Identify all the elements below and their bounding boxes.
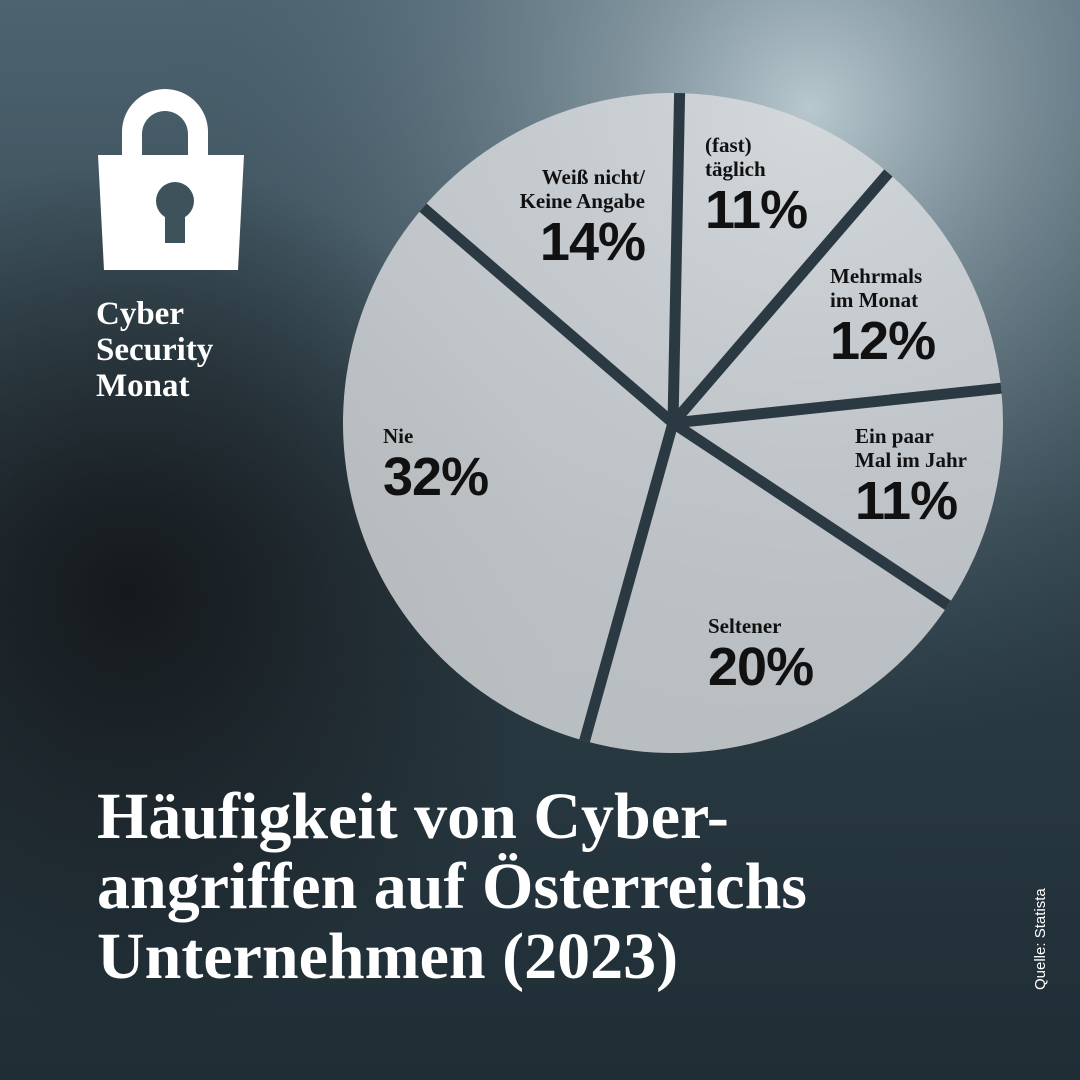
pie-slice xyxy=(343,207,673,741)
category-label: Weiß nicht/ Keine Angabe xyxy=(519,165,645,213)
slice-label: Nie 32% xyxy=(383,424,489,507)
value-label: 11% xyxy=(705,180,808,240)
category-label: Ein paar Mal im Jahr xyxy=(855,424,967,472)
slice-separator xyxy=(579,421,679,743)
category-label: Seltener xyxy=(708,614,782,638)
category-label: (fast) täglich xyxy=(705,133,766,181)
slice-label: Seltener 20% xyxy=(708,614,814,697)
slice-label: Ein paar Mal im Jahr 11% xyxy=(855,424,967,530)
pie-slice xyxy=(673,388,1004,606)
chart-title: Häufigkeit von Cyber- angriffen auf Öste… xyxy=(97,780,807,993)
slice-separator xyxy=(419,203,677,428)
value-label: 14% xyxy=(539,212,646,272)
slice-separator xyxy=(672,382,1002,429)
value-label: 12% xyxy=(830,311,936,371)
value-label: 32% xyxy=(383,447,489,507)
slice-separator xyxy=(668,169,893,427)
slice-label: (fast) täglich 11% xyxy=(705,133,808,240)
slice-label: Weiß nicht/ Keine Angabe 14% xyxy=(420,165,646,272)
category-label: Mehrmals im Monat xyxy=(830,264,923,312)
slice-label: Mehrmals im Monat 12% xyxy=(830,264,936,371)
slice-separator xyxy=(669,418,952,610)
slice-separator xyxy=(667,92,686,424)
value-label: 20% xyxy=(708,637,814,697)
pie-slice xyxy=(422,93,680,423)
pie-slice xyxy=(673,172,1002,423)
category-label: Nie xyxy=(383,424,414,448)
pie-slice xyxy=(673,93,889,424)
value-label: 11% xyxy=(855,471,958,531)
pie-slice xyxy=(584,423,949,753)
source: Quelle: Statista xyxy=(1032,888,1049,990)
lock-icon xyxy=(98,89,244,270)
brand-text: Cyber Security Monat xyxy=(96,296,214,404)
